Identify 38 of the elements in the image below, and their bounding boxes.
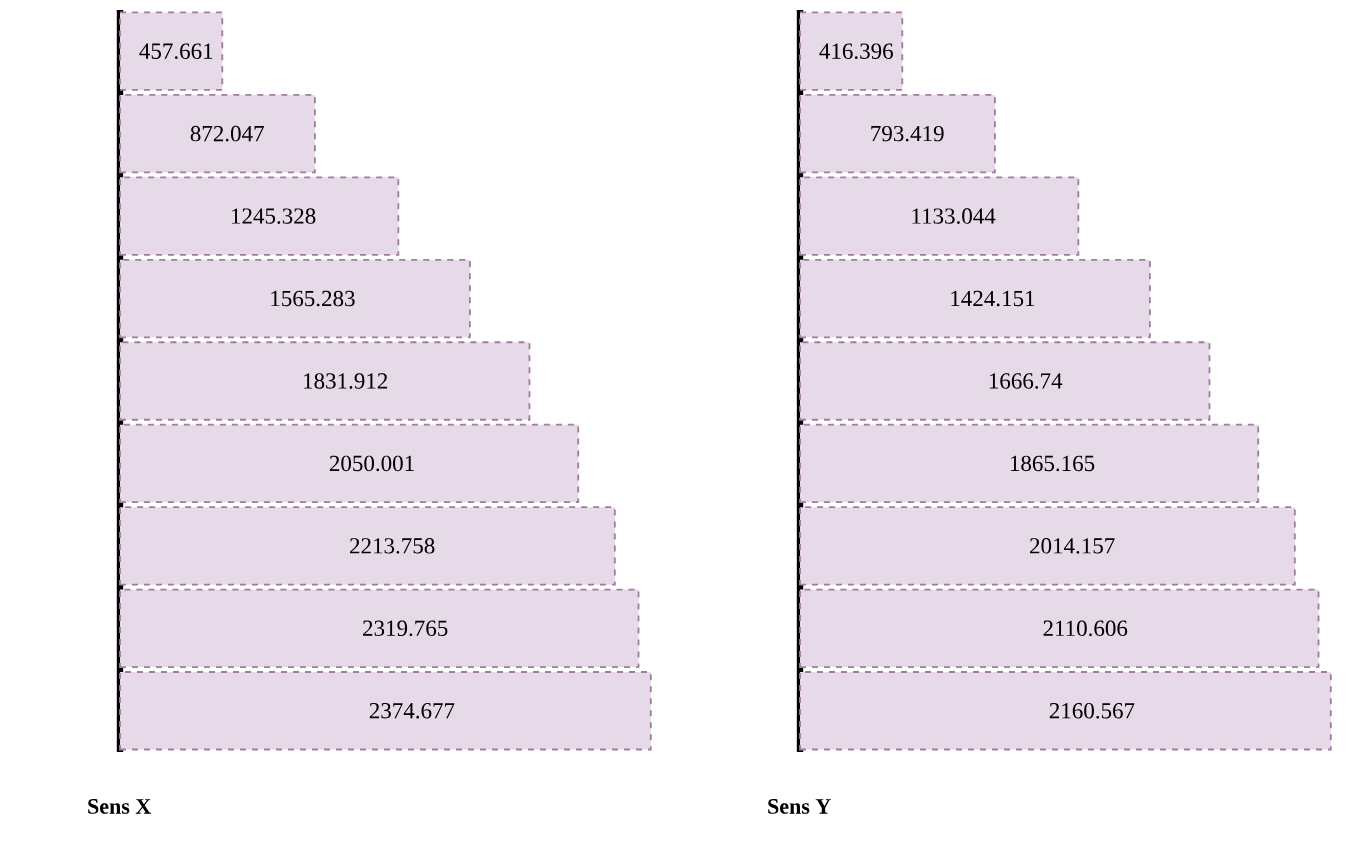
- data-label: 1133.044: [912, 208, 996, 224]
- bar: [119, 506, 616, 586]
- data-label: 2160.567: [1049, 702, 1135, 719]
- data-label: 2014.157: [1030, 538, 1115, 554]
- bar: [799, 341, 1211, 421]
- bar: [799, 11, 904, 91]
- bar: [119, 94, 316, 174]
- data-label: 872.047: [190, 125, 264, 142]
- data-label: 1666.74: [989, 373, 1063, 389]
- bar: [799, 176, 1080, 256]
- data-label: 1245.328: [231, 208, 316, 224]
- bar: [799, 258, 1151, 339]
- bar: [799, 506, 1296, 586]
- bar: [799, 671, 1332, 751]
- data-label: 457.661: [139, 43, 213, 59]
- bar: [119, 671, 652, 751]
- data-label: 1565.283: [271, 290, 355, 307]
- bar: [119, 423, 580, 504]
- bar: [799, 588, 1320, 668]
- data-label: 2110.606: [1043, 620, 1128, 637]
- data-label: 1831.912: [304, 373, 388, 389]
- data-label: 2213.758: [350, 538, 435, 554]
- bar: [119, 258, 471, 339]
- x-axis-title: Sens Y: [768, 799, 831, 814]
- data-label: 793.419: [871, 125, 944, 142]
- data-label: 1865.165: [1010, 455, 1095, 472]
- x-axis-title: Sens X: [88, 799, 151, 814]
- bar: [119, 588, 640, 668]
- data-label: 416.396: [819, 43, 893, 59]
- bar: [799, 423, 1260, 504]
- bar: [799, 94, 996, 174]
- data-label: 2374.677: [369, 703, 455, 719]
- bar: [119, 341, 531, 421]
- bar: [119, 11, 224, 91]
- bar: [119, 176, 400, 256]
- data-label: 1424.151: [951, 290, 1035, 307]
- data-label: 2319.765: [363, 620, 448, 637]
- data-label: 2050.001: [329, 455, 414, 472]
